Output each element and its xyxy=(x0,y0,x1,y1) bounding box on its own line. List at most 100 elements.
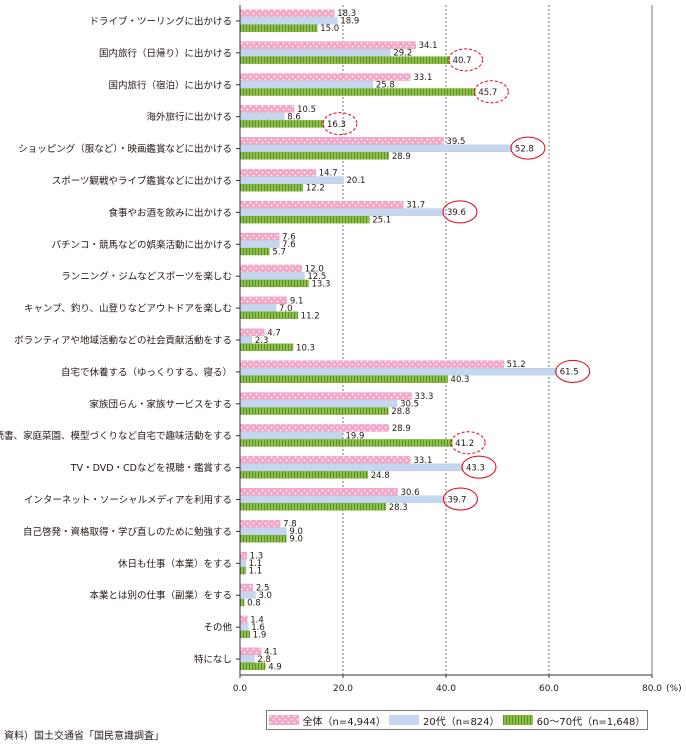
bar-all xyxy=(239,264,302,273)
bar-all xyxy=(239,328,265,336)
bar-value-label: 30.5 xyxy=(400,400,419,410)
bar-value-label: 31.7 xyxy=(406,201,425,211)
bar-60s xyxy=(239,24,318,32)
bar-value-label: 12.0 xyxy=(305,264,324,274)
bar-20s xyxy=(239,304,277,312)
bar-60s xyxy=(239,247,270,256)
bar-value-label: 1.6 xyxy=(251,623,265,633)
bar-20s xyxy=(239,559,246,567)
bar-all xyxy=(239,296,288,304)
highlight-circle xyxy=(510,136,546,160)
bar-all xyxy=(239,200,404,209)
bar-60s xyxy=(239,120,325,128)
category-label: パチンコ・競馬などの娯楽活動に出かける xyxy=(51,239,232,251)
bar-value-label: 7.6 xyxy=(282,240,296,250)
bar-all xyxy=(239,583,254,592)
bar-60s xyxy=(239,184,303,192)
category-label: ドライブ・ツーリングに出かける xyxy=(89,15,232,27)
bar-value-label: 45.7 xyxy=(478,88,497,98)
bar-20s xyxy=(239,272,305,280)
legend-item-20s: 20代（n=824） xyxy=(389,713,500,728)
bar-all xyxy=(239,9,335,17)
bar-value-label: 1.4 xyxy=(250,615,264,625)
category-label: ショッピング（服など）・映画鑑賞などに出かける xyxy=(18,143,232,155)
bar-value-label: 20.1 xyxy=(347,176,366,186)
category-label: キャンプ、釣り、山登りなどアウトドアを楽しむ xyxy=(24,303,232,315)
category-label: TV・DVD・CDなどを視聴・鑑賞する xyxy=(70,462,232,474)
bar-value-label: 9.1 xyxy=(290,296,304,306)
bar-value-label: 3.0 xyxy=(258,591,272,601)
bar-all xyxy=(239,488,398,496)
highlight-circle xyxy=(442,487,478,511)
bar-all xyxy=(239,105,295,113)
x-axis: 0.0 20.0 40.0 60.0 80.0 (%) xyxy=(233,5,682,694)
category-label: 休日も仕事（本業）をする xyxy=(118,558,232,570)
bar-value-label: 39.6 xyxy=(447,208,466,218)
bar-value-label: 9.0 xyxy=(289,527,303,537)
category-label: スポーツ観戦やライブ鑑賞などに出かける xyxy=(52,175,232,187)
bar-value-label: 39.5 xyxy=(446,137,465,147)
bar-all xyxy=(239,615,248,624)
highlight-dashed-circle xyxy=(322,112,358,136)
bar-value-label: 51.2 xyxy=(507,360,526,370)
bar-60s xyxy=(239,215,370,224)
bar-20s xyxy=(239,17,338,25)
bar-value-label: 2.5 xyxy=(256,583,270,593)
legend: 全体（n=4,944） 20代（n=824） 60～70代（n=1,648） xyxy=(266,710,648,730)
bar-20s xyxy=(239,655,255,663)
highlight-circle xyxy=(461,455,497,479)
x-tick-label: 80.0 xyxy=(642,684,662,694)
bar-value-label: 7.0 xyxy=(279,304,293,314)
legend-label-20s: 20代（n=824） xyxy=(423,716,500,728)
bar-value-label: 40.7 xyxy=(453,56,472,66)
legend-swatch-20s xyxy=(389,715,419,725)
bar-20s xyxy=(239,240,280,248)
bar-all xyxy=(239,456,411,464)
bar-all xyxy=(239,73,411,81)
bar-value-label: 1.3 xyxy=(250,552,264,562)
bar-60s xyxy=(239,56,450,64)
bar-60s xyxy=(239,152,389,160)
bar-value-label: 34.1 xyxy=(419,41,438,51)
bar-value-label: 8.6 xyxy=(287,112,301,122)
bar-value-label: 52.8 xyxy=(515,144,534,154)
bar-value-label: 7.8 xyxy=(283,520,297,530)
x-tick-label: 40.0 xyxy=(436,684,456,694)
highlight-circle xyxy=(442,200,478,224)
bar-value-label: 33.1 xyxy=(413,73,432,83)
bar-60s xyxy=(239,566,246,575)
x-tick-label: 0.0 xyxy=(233,684,248,694)
bar-value-label: 4.7 xyxy=(267,328,281,338)
bar-20s xyxy=(239,431,343,440)
highlight-dashed-circle xyxy=(473,80,509,104)
bar-all xyxy=(239,520,281,528)
legend-item-60s: 60～70代（n=1,648） xyxy=(502,713,645,728)
bar-value-label: 25.1 xyxy=(372,216,391,226)
bar-value-label: 4.1 xyxy=(264,647,278,657)
bar-value-label: 40.3 xyxy=(451,375,470,385)
bar-value-label: 14.7 xyxy=(319,169,338,179)
bar-value-label: 29.2 xyxy=(393,49,412,59)
bar-value-label: 16.3 xyxy=(327,120,346,130)
bar-20s xyxy=(239,48,391,57)
bar-value-label: 43.3 xyxy=(466,463,485,473)
bar-value-label: 15.0 xyxy=(320,24,339,34)
bar-20s xyxy=(239,112,285,121)
bar-value-label: 2.8 xyxy=(257,655,271,665)
bar-value-label: 41.2 xyxy=(455,439,474,449)
x-axis-unit: (%) xyxy=(666,684,682,694)
bar-20s xyxy=(239,144,513,152)
category-label: 自宅で休養する（ゆっくりする、寝る） xyxy=(61,366,232,378)
x-tick-label: 20.0 xyxy=(333,684,353,694)
bar-all xyxy=(239,551,247,560)
bar-value-label: 11.2 xyxy=(301,311,320,321)
bar-value-label: 28.9 xyxy=(392,424,411,434)
bar-value-label: 33.1 xyxy=(413,456,432,466)
source-note: 資料）国土交通省「国民意識調査」 xyxy=(4,731,164,742)
bar-60s xyxy=(239,630,250,639)
bar-20s xyxy=(239,527,287,535)
bar-value-label: 4.9 xyxy=(268,662,282,672)
bar-20s xyxy=(239,591,256,599)
bar-value-label: 25.8 xyxy=(376,81,395,91)
